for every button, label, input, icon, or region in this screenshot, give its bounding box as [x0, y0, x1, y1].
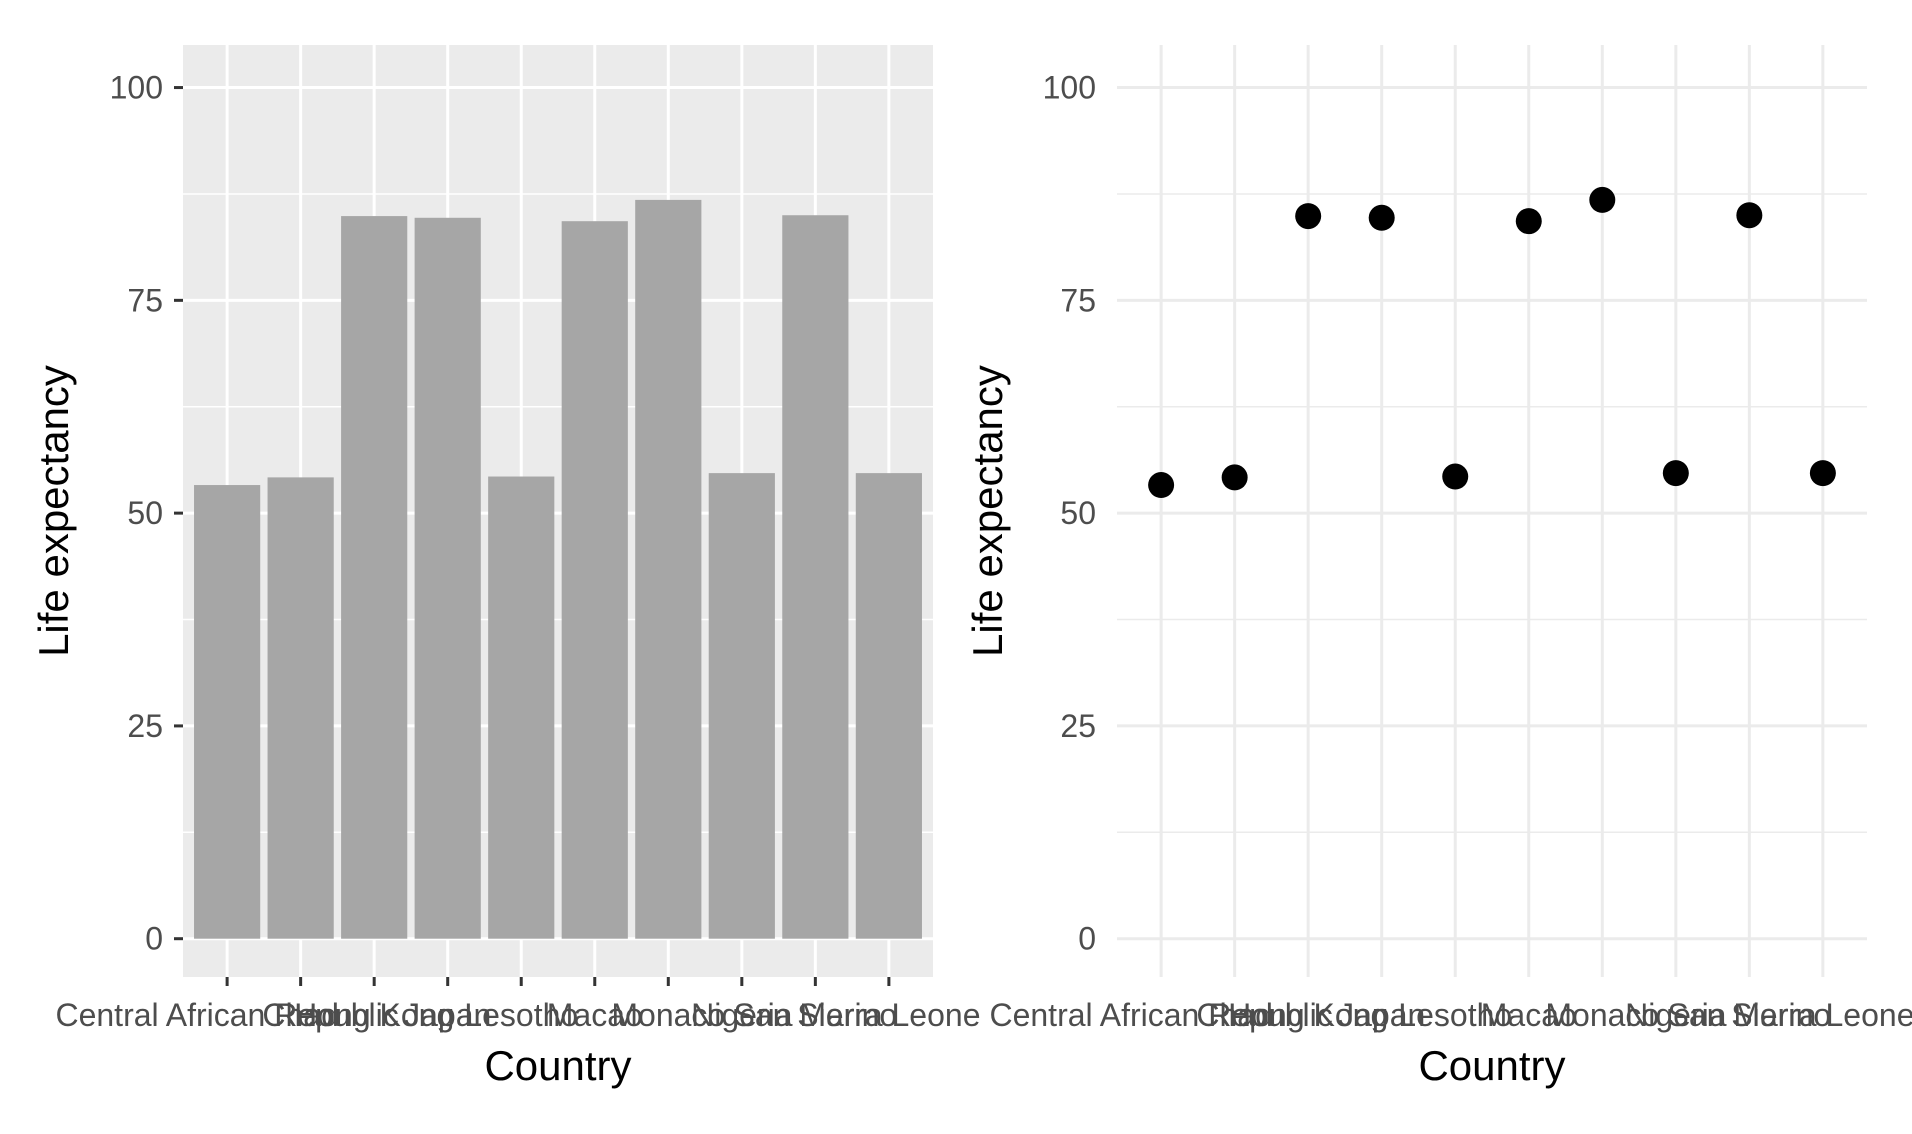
y-tick-label: 0 [145, 921, 163, 957]
x-tick-label: Sierra Leone [797, 997, 980, 1033]
x-tick-label: Central African Republic [55, 997, 398, 1033]
x-tick-label: Monaco [611, 997, 725, 1033]
x-tick-label: San Marino [1668, 997, 1832, 1033]
data-point [1589, 186, 1616, 213]
y-tick-label: 50 [127, 495, 163, 531]
data-point [1442, 463, 1469, 490]
y-axis-title: Life expectancy [964, 365, 1011, 657]
x-tick-label: Monaco [1545, 997, 1659, 1033]
y-tick-label: 75 [1060, 282, 1096, 318]
y-tick-label: 25 [1060, 708, 1096, 744]
x-tick-label: Lesotho [464, 997, 578, 1033]
chart-1: 0 25 50 75 100 Central African RepublicChadHo… [30, 45, 980, 1089]
x-tick-label: Macao [547, 997, 643, 1033]
bar [341, 216, 408, 939]
x-tick-label: Sierra Leone [1731, 997, 1912, 1033]
chart-2: 0 25 50 75 100 Central African RepublicChadHo… [964, 45, 1912, 1089]
x-tick-label: Nigeria [1625, 997, 1727, 1033]
y-tick-label: 100 [1043, 70, 1096, 106]
data-point [1809, 460, 1836, 487]
x-axis-title: Country [1418, 1042, 1565, 1089]
data-point [1148, 472, 1175, 499]
x-tick-label: Central African Republic [989, 997, 1332, 1033]
data-point [1295, 203, 1322, 230]
x-tick-label: Japan [1338, 997, 1425, 1033]
bar [561, 221, 628, 939]
data-point [1736, 202, 1763, 229]
x-tick-label: Macao [1481, 997, 1577, 1033]
bar [782, 215, 849, 939]
y-tick-label: 50 [1060, 495, 1096, 531]
x-tick-label: Nigeria [691, 997, 793, 1033]
bar [414, 217, 481, 939]
x-tick-label: Chad [1196, 997, 1273, 1033]
x-tick-label: Lesotho [1398, 997, 1512, 1033]
data-point [1515, 208, 1542, 235]
x-tick-label: Chad [262, 997, 339, 1033]
data-point [1368, 204, 1395, 231]
x-tick-label: Hong Kong [1228, 997, 1388, 1033]
y-tick-label: 100 [110, 70, 163, 106]
bar [488, 476, 555, 939]
x-tick-label: Japan [404, 997, 491, 1033]
bar [194, 485, 261, 939]
y-tick-label: 25 [127, 708, 163, 744]
y-tick-label: 0 [1078, 921, 1096, 957]
bar [267, 477, 334, 939]
x-tick-label: Hong Kong [294, 997, 454, 1033]
x-axis-title: Country [484, 1042, 631, 1089]
bar [855, 473, 922, 939]
bar [708, 473, 775, 939]
y-tick-label: 75 [127, 282, 163, 318]
y-axis-title: Life expectancy [30, 365, 77, 657]
x-tick-label: San Marino [734, 997, 898, 1033]
plot-panel [1117, 45, 1867, 977]
bar [635, 199, 702, 939]
data-point [1221, 464, 1248, 491]
data-point [1662, 460, 1689, 487]
